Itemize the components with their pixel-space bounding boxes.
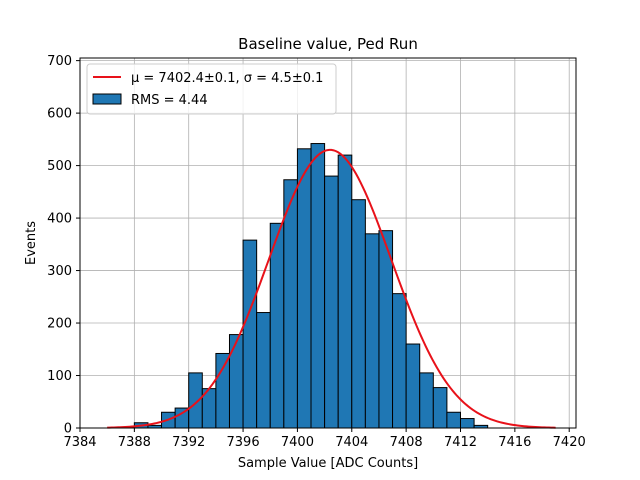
histogram-bar [446, 411, 461, 429]
histogram-bar [215, 352, 230, 429]
histogram-bar [283, 179, 298, 429]
y-tick-label: 200 [47, 317, 72, 332]
gaussian-fit-curve [107, 148, 556, 429]
y-tick-label: 0 [64, 422, 72, 437]
x-axis-label: Sample Value [ADC Counts] [238, 456, 418, 471]
x-tick-label: 7396 [227, 435, 260, 450]
histogram-bar [364, 233, 380, 429]
y-tick-label: 500 [47, 159, 72, 174]
histogram-bar [392, 293, 407, 429]
legend: μ = 7402.4±0.1, σ = 4.5±0.1 RMS = 4.44 [86, 63, 337, 115]
x-tick-label: 7412 [444, 435, 477, 450]
histogram-bar [228, 334, 244, 429]
histogram-bar [351, 199, 366, 429]
histogram-bar [310, 143, 326, 429]
histogram-bar [432, 387, 448, 429]
histogram-bar [242, 239, 258, 429]
legend-histogram-swatch [92, 93, 122, 105]
legend-fit-label: μ = 7402.4±0.1, σ = 4.5±0.1 [131, 71, 323, 86]
histogram-bar [188, 372, 203, 429]
x-tick-label: 7384 [63, 435, 96, 450]
y-axis-ticks: 0 100 200 300 400 500 600 700 [47, 54, 80, 437]
histogram-bar [324, 175, 339, 429]
x-tick-label: 7400 [281, 435, 314, 450]
y-tick-label: 100 [47, 369, 72, 384]
histogram-bar [337, 154, 353, 429]
histogram-bar [419, 372, 434, 429]
histogram-bar [269, 222, 285, 429]
x-tick-label: 7408 [390, 435, 423, 450]
plot-frame [79, 57, 577, 429]
legend-box [86, 63, 337, 115]
x-tick-label: 7404 [335, 435, 368, 450]
histogram-bar [256, 312, 271, 429]
y-axis-label: Events [24, 221, 39, 265]
x-tick-label: 7416 [498, 435, 531, 450]
chart-title: Baseline value, Ped Run [238, 35, 418, 53]
histogram-bar [405, 343, 421, 429]
y-tick-label: 400 [47, 212, 72, 227]
y-tick-label: 300 [47, 264, 72, 279]
y-tick-label: 600 [47, 107, 72, 122]
x-tick-label: 7392 [172, 435, 205, 450]
histogram-bar [459, 418, 475, 429]
legend-histogram-label: RMS = 4.44 [131, 93, 208, 108]
x-tick-label: 7388 [118, 435, 151, 450]
histogram-bar [296, 148, 312, 429]
x-axis-ticks: 7384 7388 7392 7396 7400 7404 7408 7412 7416 7420 [63, 428, 586, 450]
y-tick-label: 700 [47, 54, 72, 69]
x-tick-label: 7420 [553, 435, 586, 450]
